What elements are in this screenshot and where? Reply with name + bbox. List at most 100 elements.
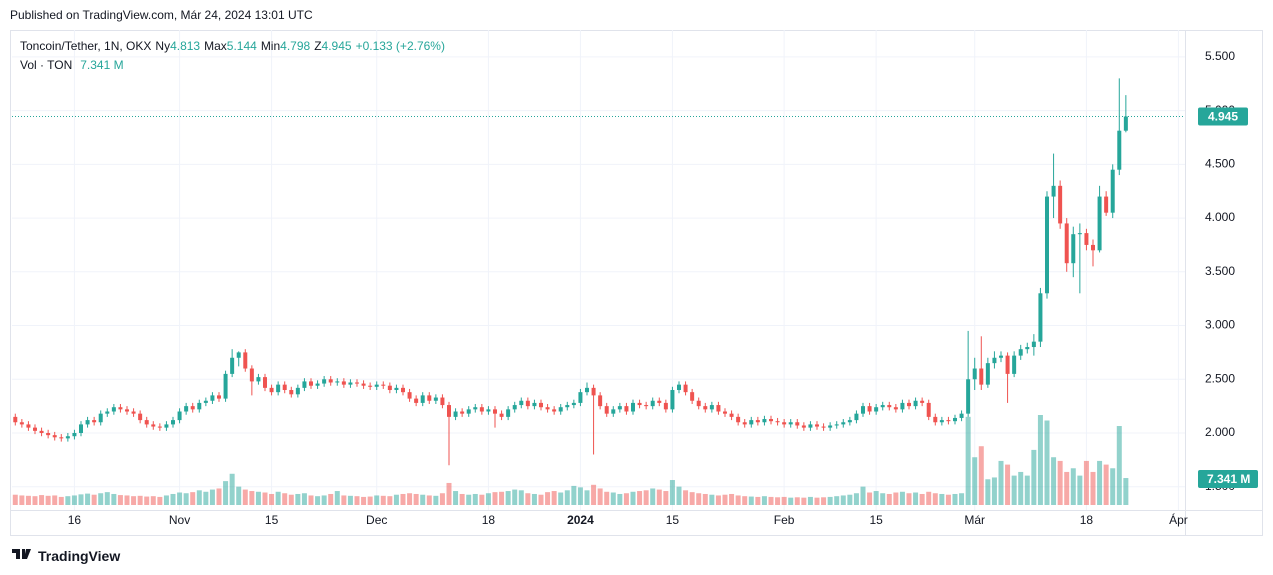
volume-bar (906, 493, 912, 505)
volume-bar (801, 497, 807, 505)
volume-bar (25, 495, 31, 505)
candle-body (315, 383, 320, 386)
candle-body (847, 420, 852, 423)
value: 4.813 (170, 39, 201, 53)
candle-body (729, 413, 734, 417)
candle-body (834, 424, 839, 426)
x-tick-label: 18 (482, 513, 496, 527)
volume-bar (545, 492, 551, 505)
volume-bar (709, 494, 715, 505)
volume-bar (104, 492, 110, 505)
candle-body (52, 435, 57, 438)
value: 4.945 (321, 39, 352, 53)
candle-body (703, 406, 708, 410)
candle-body (118, 407, 123, 410)
candle-body (749, 420, 754, 425)
candle-body (716, 405, 721, 412)
volume-bar (650, 488, 656, 505)
volume-bar (111, 493, 117, 505)
volume-bar (453, 491, 459, 505)
candle-body (1038, 293, 1043, 342)
volume-bar (288, 494, 294, 505)
volume-bar (604, 491, 610, 505)
candle-body (217, 395, 221, 399)
volume-bar (400, 493, 406, 505)
volume-bar (374, 495, 380, 505)
volume-bar (873, 491, 879, 505)
volume-bar (834, 496, 840, 505)
candle-body (637, 402, 642, 406)
candle-body (650, 400, 655, 407)
symbol: Toncoin/Tether, 1N, OKX (20, 39, 152, 53)
candle-body (979, 368, 984, 385)
volume-bar (821, 497, 827, 505)
volume-bar (683, 490, 689, 505)
candle-body (736, 416, 741, 423)
tv-logo (12, 549, 31, 559)
x-tick-label: 2024 (567, 513, 594, 527)
candle-body (677, 384, 681, 391)
candle-body (1018, 349, 1023, 356)
volume-bar (163, 495, 169, 505)
candle-body (742, 422, 747, 425)
candle-body (493, 409, 497, 414)
candle-body (19, 422, 24, 425)
candle-body (420, 395, 425, 403)
candle-body (479, 407, 484, 412)
volume-bar (597, 488, 603, 505)
volume-bar (492, 492, 498, 505)
candle-body (263, 377, 267, 388)
candle-body (959, 413, 964, 418)
volume-bar (591, 484, 597, 505)
volume-bar (407, 493, 413, 505)
candle-body (381, 384, 386, 386)
volume-label-bg (1198, 470, 1258, 488)
candle-body (624, 406, 629, 412)
volume-bar (387, 496, 393, 505)
volume-bar (512, 489, 518, 505)
volume-bar (952, 493, 958, 505)
volume-bar (1044, 420, 1050, 505)
value: 7.341 M (80, 58, 124, 72)
candle-body (295, 387, 300, 395)
candle-body (690, 392, 695, 401)
candle-body (171, 420, 175, 425)
candle-body (85, 420, 90, 425)
volume-bar (1116, 426, 1122, 505)
candle-body (512, 405, 517, 410)
candle-body (1025, 347, 1030, 350)
candle-body (440, 397, 445, 406)
candle-body (913, 400, 918, 407)
candle-body (966, 379, 971, 414)
candle-body (414, 398, 419, 403)
x-tick-label: 15 (265, 513, 279, 527)
candle-body (920, 400, 925, 403)
volume-bar (775, 497, 781, 505)
candle-body (138, 413, 143, 421)
candle-body (407, 392, 412, 399)
candle-body (558, 407, 563, 412)
volume-bar (932, 493, 938, 505)
brand: TradingView (38, 548, 121, 564)
candle-body (788, 422, 793, 425)
value: 4.798 (280, 39, 311, 53)
candle-body (157, 426, 162, 428)
volume-bar (242, 489, 248, 505)
candle-body (565, 405, 570, 408)
volume-bar (1057, 460, 1063, 505)
candle-body (26, 424, 31, 428)
candle-body (33, 427, 37, 431)
price-label-bg (1198, 107, 1248, 126)
x-tick-label: 15 (869, 513, 883, 527)
candle-body (1045, 196, 1049, 294)
candle-body (539, 402, 543, 408)
candle-body (447, 405, 451, 417)
x-tick-label: Nov (169, 513, 190, 527)
candle-body (670, 390, 675, 410)
candle-body (72, 432, 77, 437)
candle-body (841, 422, 846, 425)
label: Max (204, 39, 227, 53)
candle-body (821, 426, 826, 428)
candle-body (473, 407, 478, 410)
